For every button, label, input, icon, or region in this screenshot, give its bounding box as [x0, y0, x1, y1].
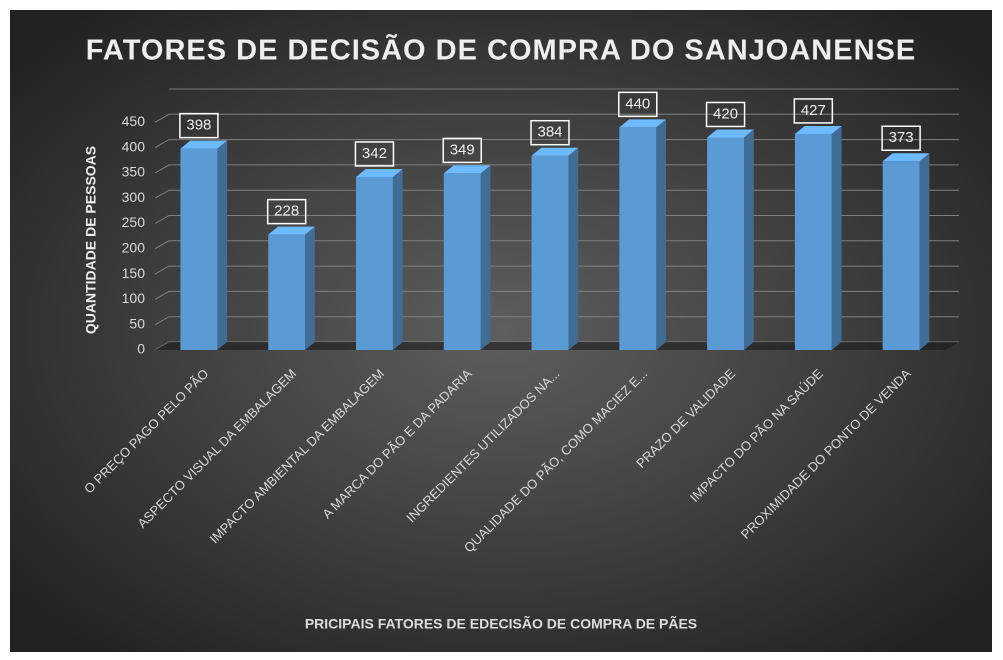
y-tick-label: 250	[122, 214, 146, 230]
chart-title: FATORES DE DECISÃO DE COMPRA DO SANJOANE…	[86, 33, 916, 67]
grid-line	[154, 215, 959, 224]
bar	[356, 168, 403, 350]
bar	[794, 125, 842, 350]
y-tick-label: 300	[122, 189, 146, 205]
grid-line	[154, 316, 959, 326]
bar-side	[656, 119, 667, 350]
bar-top	[356, 168, 403, 177]
grid-line	[154, 113, 959, 123]
grid-line	[154, 164, 959, 174]
bar-top	[707, 129, 754, 138]
y-tick-label: 50	[129, 315, 145, 331]
value-label: 373	[889, 129, 914, 146]
value-label: 384	[537, 124, 562, 141]
bar-side	[480, 165, 491, 350]
bar-front	[619, 127, 657, 350]
bar-side	[568, 147, 579, 350]
value-label: 228	[274, 203, 299, 220]
bar-front	[356, 176, 393, 350]
grid-line	[154, 240, 959, 250]
bar-side	[392, 168, 403, 350]
value-label-box	[179, 112, 219, 139]
y-tick-label: 100	[122, 290, 146, 306]
bar-side	[919, 153, 930, 350]
bar	[882, 153, 930, 350]
bar-top	[180, 140, 228, 149]
value-label: 427	[801, 102, 826, 119]
bar-front	[882, 161, 920, 350]
bar-front	[180, 148, 218, 350]
y-axis-title: QUANTIDADE DE PESSOAS	[83, 146, 99, 334]
grid-line	[154, 139, 959, 149]
value-label-box	[442, 137, 482, 164]
bar-side	[743, 129, 754, 350]
value-label: 440	[625, 95, 650, 112]
value-label-box	[705, 101, 746, 128]
bar-front	[443, 173, 481, 350]
bar-top	[882, 153, 930, 162]
bar-front	[794, 133, 832, 350]
bar-side	[305, 226, 315, 350]
bar	[443, 165, 491, 350]
y-tick-label: 350	[122, 164, 146, 180]
value-label-box	[354, 141, 395, 167]
bar-side	[217, 140, 228, 350]
bar	[180, 140, 228, 350]
y-tick-label: 0	[137, 341, 145, 357]
value-label-box	[793, 98, 834, 124]
bar-top	[619, 119, 667, 128]
value-label: 398	[186, 117, 211, 134]
value-label: 342	[362, 145, 387, 162]
bar	[531, 147, 579, 350]
x-axis-title: PRICIPAIS FATORES DE EDECISÃO DE COMPRA …	[305, 615, 697, 632]
bar-front	[268, 234, 306, 350]
bar	[619, 119, 667, 350]
value-label: 420	[713, 105, 738, 122]
y-tick-label: 400	[122, 138, 146, 154]
value-label-box	[881, 125, 921, 152]
bar-top	[443, 165, 491, 174]
bar-side	[831, 125, 842, 350]
grid-line	[154, 290, 959, 300]
grid-line	[154, 265, 959, 275]
y-tick-label: 450	[122, 113, 146, 129]
bar	[707, 129, 754, 350]
bar-front	[531, 155, 569, 350]
value-label-box	[266, 198, 307, 225]
value-label-box	[530, 119, 570, 146]
bar	[268, 226, 315, 350]
bar-top	[531, 147, 579, 156]
bar-top	[268, 226, 315, 235]
grid-line	[154, 189, 959, 199]
value-label: 349	[450, 141, 475, 158]
bar-front	[707, 137, 744, 350]
chart-background	[10, 10, 992, 652]
y-tick-label: 150	[122, 265, 146, 281]
y-tick-label: 200	[122, 240, 146, 256]
value-label-box	[618, 91, 658, 118]
bar-top	[794, 125, 842, 134]
